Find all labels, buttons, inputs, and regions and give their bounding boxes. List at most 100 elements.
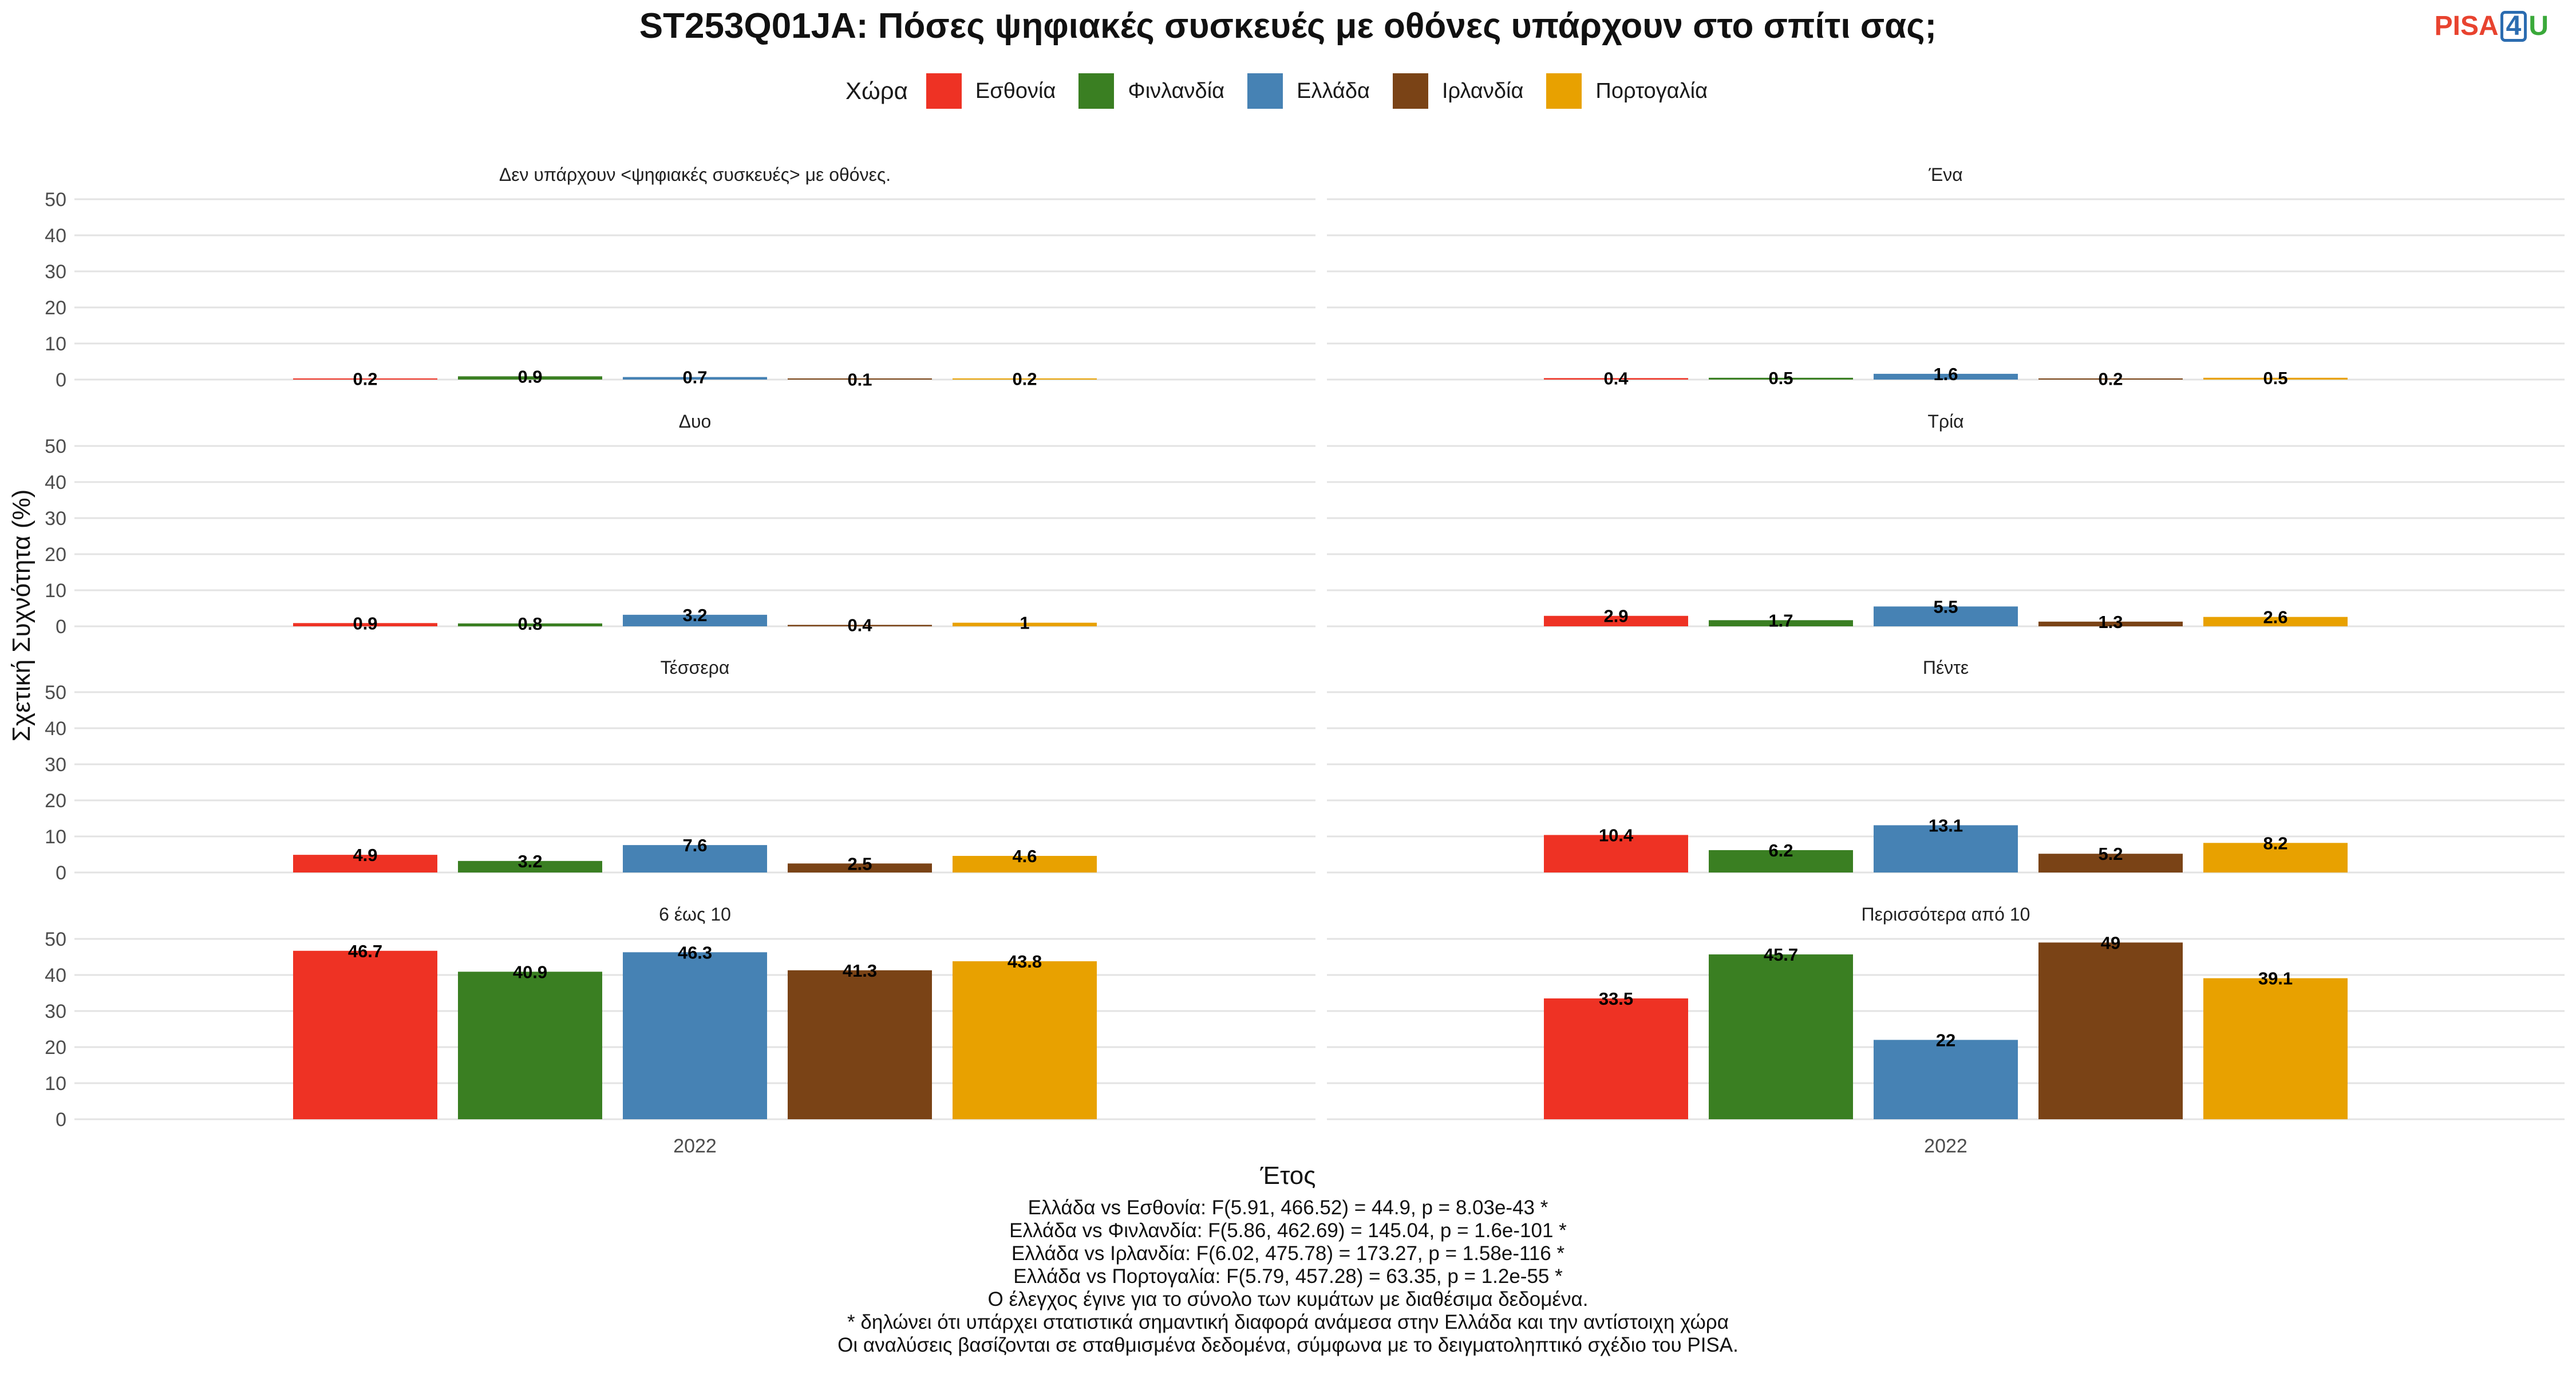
y-tick-label: 50 [45,682,66,704]
bar [2203,617,2348,626]
footnote-line: Ελλάδα vs Φινλανδία: F(5.86, 462.69) = 1… [1009,1219,1567,1242]
y-tick-label: 20 [45,544,66,566]
bar [788,970,932,1119]
data-label: 1 [1020,613,1029,633]
bar [293,378,437,380]
data-label: 8.2 [2263,833,2287,853]
data-label: 33.5 [1599,989,1633,1009]
bar [1874,606,2018,626]
bar [1544,835,1688,872]
y-tick-label: 0 [56,616,66,638]
bar [1709,850,1853,872]
panel-strip-label: Ένα [1928,164,1963,185]
legend-label: Εσθονία [975,78,1056,103]
legend-label: Πορτογαλία [1595,78,1708,103]
y-tick-label: 50 [45,436,66,457]
data-label: 41.3 [843,961,877,981]
x-tick-label: 2022 [1924,1135,1967,1157]
data-label: 0.2 [353,369,377,389]
y-tick-label: 30 [45,754,66,776]
legend-item-portugal: Πορτογαλία [1546,73,1708,109]
bar [458,623,602,626]
data-label: 0.2 [2098,369,2123,389]
data-label: 1.7 [1768,610,1793,630]
panel-strip-label: 6 έως 10 [659,904,731,925]
panel-strip-label: Περισσότερα από 10 [1862,904,2030,925]
bar [1544,378,1688,380]
bar [1709,377,1853,380]
y-tick-label: 40 [45,718,66,740]
bar [623,614,767,626]
footnote-line: Ελλάδα vs Εσθονία: F(5.91, 466.52) = 44.… [1028,1197,1548,1219]
data-label: 0.9 [517,366,542,386]
y-axis-title: Σχετική Συχνότητα (%) [7,489,35,742]
data-label: 2.5 [847,854,872,874]
bar [2038,854,2183,872]
footnote-line: * δηλώνει ότι υπάρχει στατιστικά σημαντι… [847,1311,1729,1333]
y-tick-label: 50 [45,189,66,211]
y-tick-label: 30 [45,1001,66,1022]
bar [1544,998,1688,1119]
data-label: 0.8 [517,614,542,634]
bar [623,845,767,872]
data-label: 10.4 [1599,825,1634,845]
panel-strip-label: Τέσσερα [661,657,730,678]
faceted-bar-chart: Δεν υπάρχουν <ψηφιακές συσκευές> με οθόν… [7,164,2565,1190]
data-label: 6.2 [1768,840,1793,860]
legend-label: Φινλανδία [1128,78,1225,103]
y-tick-label: 0 [56,1109,66,1131]
bar [458,972,602,1119]
bar [458,860,602,872]
data-label: 4.9 [353,845,377,865]
panel-strip-label: Δυο [679,411,712,432]
data-label: 0.4 [847,615,872,635]
chart-title: ST253Q01JA: Πόσες ψηφιακές συσκευές με ο… [639,6,1937,46]
footnotes: Ελλάδα vs Εσθονία: F(5.91, 466.52) = 44.… [0,1197,2576,1357]
bar [953,622,1097,626]
footnote-line: Ελλάδα vs Πορτογαλία: F(5.79, 457.28) = … [1013,1265,1563,1288]
data-label: 4.6 [1012,846,1037,866]
bar [953,856,1097,872]
y-tick-label: 0 [56,369,66,391]
y-tick-label: 10 [45,580,66,602]
panel-strip-label: Δεν υπάρχουν <ψηφιακές συσκευές> με οθόν… [499,164,891,185]
data-label: 46.3 [678,942,712,962]
legend-label: Ιρλανδία [1442,78,1524,103]
data-label: 2.6 [2263,607,2287,627]
bar [2038,378,2183,380]
y-tick-label: 20 [45,790,66,812]
x-tick-label: 2022 [673,1135,717,1157]
bar [2203,843,2348,872]
data-label: 13.1 [1929,815,1963,835]
data-label: 49 [2101,933,2120,953]
bar [1874,825,2018,872]
data-label: 46.7 [348,941,382,961]
bar [953,378,1097,380]
legend-label: Ελλάδα [1297,78,1370,103]
data-label: 0.4 [1603,368,1629,388]
footnote-line: Οι αναλύσεις βασίζονται σε σταθμισμένα δ… [837,1334,1739,1356]
data-label: 1.3 [2098,612,2123,632]
data-label: 1.6 [1933,364,1958,384]
bar [1709,620,1853,626]
pisa4u-logo: PISA 4 U [2434,11,2549,42]
bar [623,952,767,1119]
panel-strip-label: Τρία [1927,411,1963,432]
y-tick-label: 10 [45,1073,66,1095]
legend-item-greece: Ελλάδα [1247,73,1370,109]
bar [293,623,437,626]
data-label: 0.1 [847,369,872,389]
y-tick-label: 40 [45,225,66,247]
footnote-line: Ο έλεγχος έγινε για το σύνολο των κυμάτω… [987,1288,1589,1310]
data-label: 3.2 [682,605,707,625]
panel-strip-label: Πέντε [1923,657,1969,678]
data-label: 7.6 [682,835,707,855]
data-label: 40.9 [513,962,547,982]
bar [458,376,602,380]
bar [1874,1040,2018,1119]
legend-item-finland: Φινλανδία [1078,73,1224,109]
bar [2203,377,2348,380]
legend-item-ireland: Ιρλανδία [1393,73,1523,109]
bar [2203,978,2348,1119]
bar [788,378,932,380]
